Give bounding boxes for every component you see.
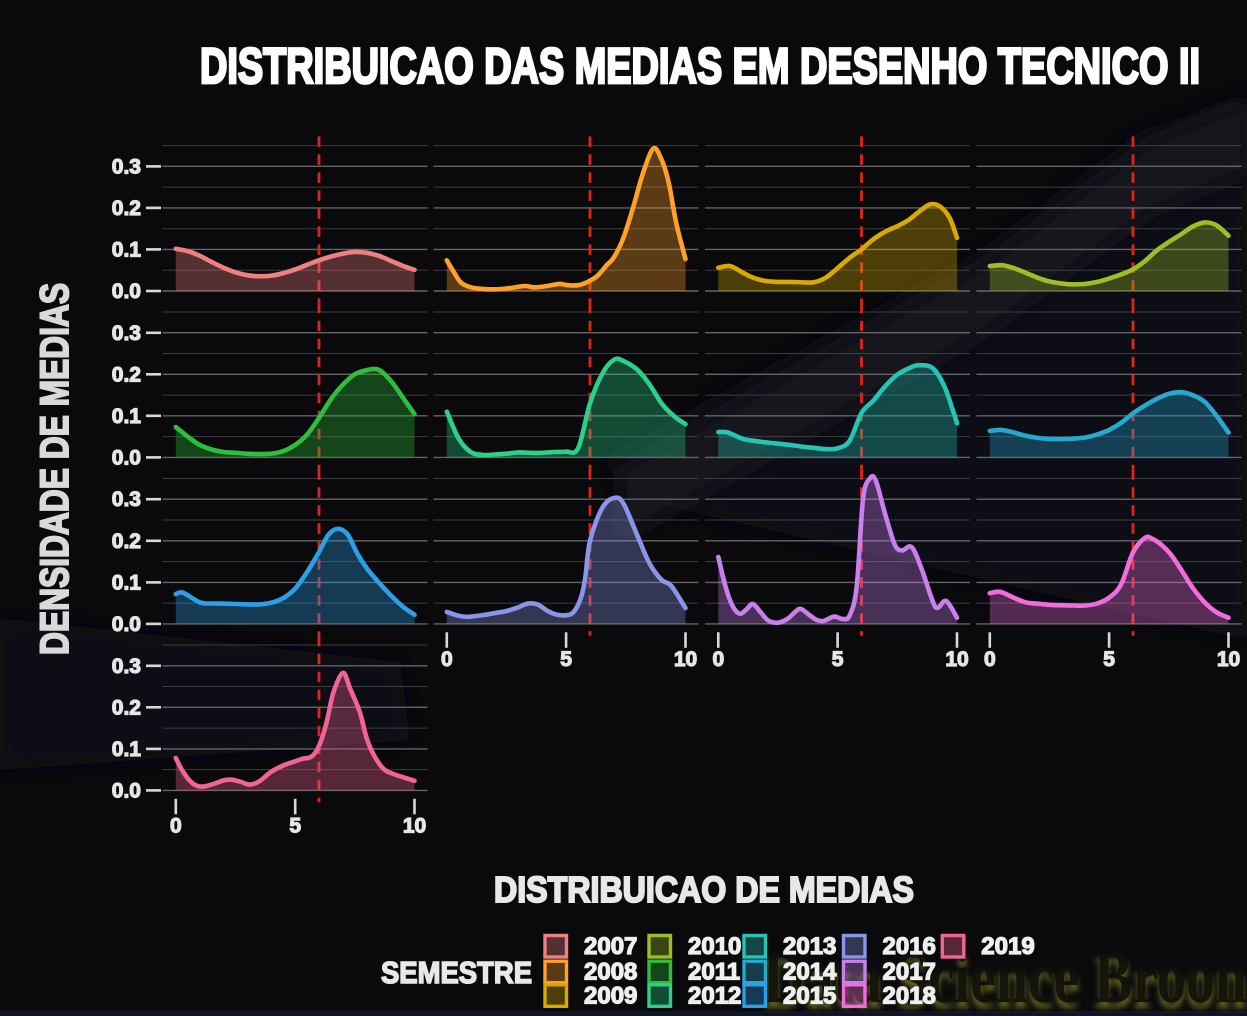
svg-text:10: 10 (403, 814, 426, 837)
svg-text:0.2: 0.2 (112, 197, 141, 220)
svg-text:2015: 2015 (783, 982, 836, 1009)
svg-text:0.1: 0.1 (112, 738, 142, 761)
svg-text:0.1: 0.1 (112, 238, 142, 261)
svg-text:2010: 2010 (688, 933, 741, 960)
svg-text:5: 5 (289, 814, 301, 837)
svg-text:5: 5 (560, 648, 572, 671)
svg-text:0: 0 (441, 648, 453, 671)
svg-text:2019: 2019 (981, 933, 1034, 960)
svg-text:2017: 2017 (883, 959, 936, 986)
svg-text:0: 0 (712, 648, 724, 671)
svg-text:0.3: 0.3 (112, 488, 141, 511)
svg-text:2011: 2011 (688, 959, 740, 986)
svg-text:2012: 2012 (688, 982, 741, 1009)
svg-text:0.3: 0.3 (112, 655, 141, 678)
svg-text:0.1: 0.1 (112, 571, 142, 594)
svg-text:2018: 2018 (883, 982, 936, 1009)
svg-text:0: 0 (984, 648, 996, 671)
svg-text:SEMESTRE: SEMESTRE (381, 955, 532, 990)
svg-text:0: 0 (170, 814, 182, 837)
svg-text:2013: 2013 (783, 933, 836, 960)
svg-text:0.0: 0.0 (112, 779, 141, 802)
svg-text:0.2: 0.2 (112, 530, 141, 553)
svg-text:2007: 2007 (584, 933, 637, 960)
svg-text:0.0: 0.0 (112, 280, 141, 303)
svg-text:0.2: 0.2 (112, 363, 141, 386)
svg-text:0.2: 0.2 (112, 696, 141, 719)
svg-text:0.0: 0.0 (112, 446, 141, 469)
svg-text:5: 5 (832, 648, 844, 671)
svg-text:DENSIDADE DE MEDIAS: DENSIDADE DE MEDIAS (33, 283, 77, 655)
svg-text:2008: 2008 (584, 959, 637, 986)
svg-text:2014: 2014 (783, 959, 837, 986)
svg-text:0.1: 0.1 (112, 405, 142, 428)
svg-text:DISTRIBUICAO DAS MEDIAS EM DES: DISTRIBUICAO DAS MEDIAS EM DESENHO TECNI… (200, 38, 1200, 94)
svg-text:0.3: 0.3 (112, 322, 141, 345)
svg-text:10: 10 (674, 648, 697, 671)
svg-text:DISTRIBUICAO DE MEDIAS: DISTRIBUICAO DE MEDIAS (494, 869, 914, 910)
svg-text:10: 10 (1217, 648, 1240, 671)
svg-text:2009: 2009 (584, 982, 637, 1009)
svg-text:2016: 2016 (883, 933, 936, 960)
svg-text:10: 10 (945, 648, 968, 671)
svg-text:0.3: 0.3 (112, 155, 141, 178)
svg-text:5: 5 (1103, 648, 1115, 671)
svg-text:0.0: 0.0 (112, 613, 141, 636)
